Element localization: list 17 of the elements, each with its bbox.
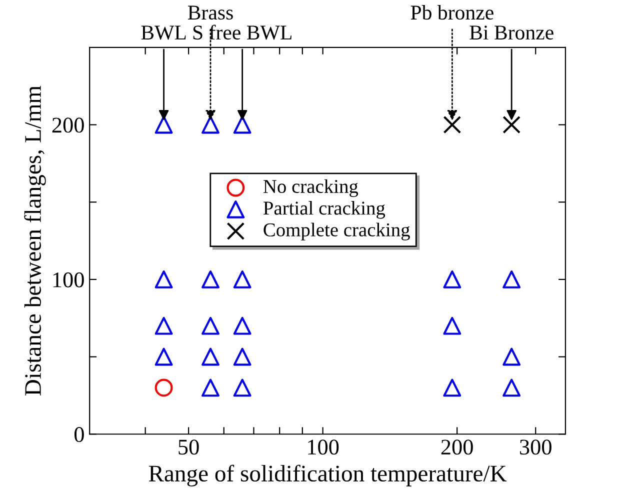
legend-label: Complete cracking [264, 222, 410, 240]
y-tick-label: 0 [74, 427, 84, 442]
legend-label: Partial cracking [263, 201, 386, 219]
y-tick-label: 100 [53, 272, 84, 288]
annotation: S free BWL [193, 24, 292, 40]
annotation: Bi Bronze [470, 26, 554, 40]
annotation: Pb bronze [410, 4, 494, 20]
x-tick-label: 300 [520, 440, 552, 455]
annotation: Brass [188, 6, 233, 20]
annotation: BWL [141, 26, 186, 40]
y-tick-label: 200 [52, 118, 84, 133]
x-tick-label: 50 [178, 440, 199, 455]
x-tick-label: 200 [441, 440, 473, 455]
x-tick-label: 100 [308, 440, 339, 455]
y-axis-title: Distance between flanges, L/mm [24, 86, 46, 396]
x-axis-title: Range of solidification temperature/K [148, 464, 507, 486]
legend-label: No cracking [263, 179, 358, 198]
